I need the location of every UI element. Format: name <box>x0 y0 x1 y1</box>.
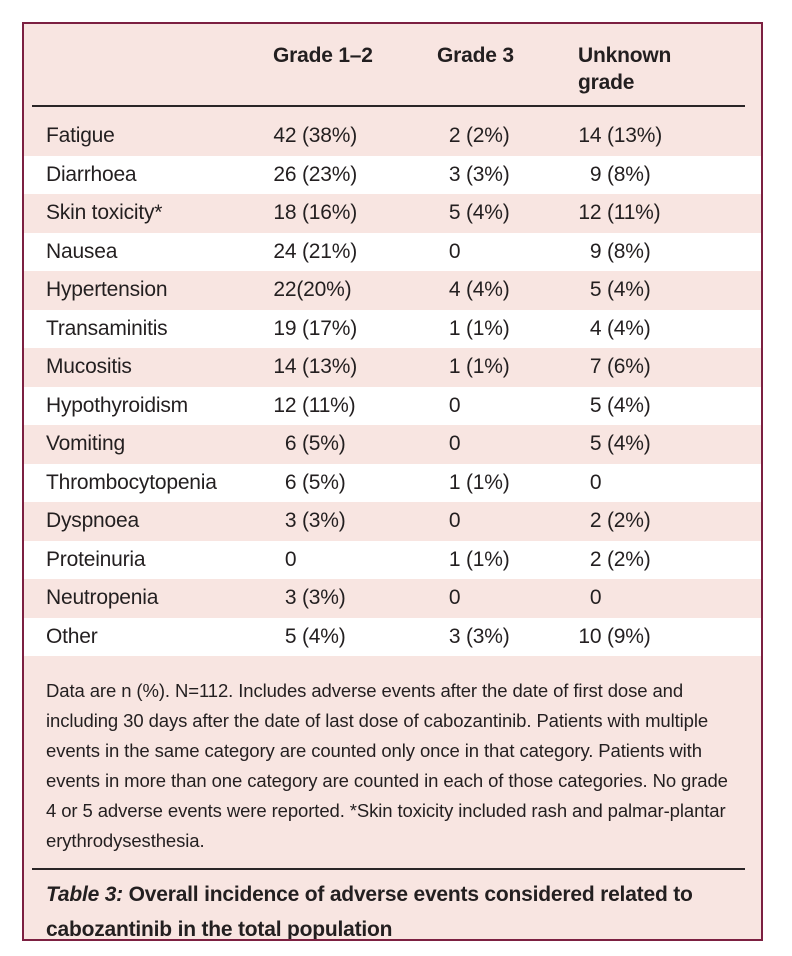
table-header-row: Grade 1–2 Grade 3 Unknown grade <box>24 24 761 96</box>
grade-1-2-value: 42 (38%) <box>273 124 357 148</box>
adverse-event-name: Fatigue <box>46 124 115 148</box>
grade-1-2-value: 5 (4%) <box>284 624 346 648</box>
grade-3-value: 1 (1%) <box>448 470 510 494</box>
table-row-transaminitis: Transaminitis 19 (17%) 1 (1%) 4 (4%) <box>24 309 761 348</box>
grade-3-value: 3 (3%) <box>448 162 510 186</box>
grade-1-2-value: 24 (21%) <box>273 239 357 263</box>
grade-3-value: 1 (1%) <box>448 355 510 379</box>
table-caption-text: Overall incidence of adverse events cons… <box>46 883 693 941</box>
grade-3-value: 1 (1%) <box>448 547 510 571</box>
column-header-unknown-grade: Unknown grade <box>578 44 672 94</box>
caption-divider-line <box>32 868 745 870</box>
adverse-event-name: Thrombocytopenia <box>46 470 217 494</box>
adverse-event-name: Transaminitis <box>46 316 168 340</box>
grade-3-value: 0 <box>448 509 461 533</box>
grade-3-value: 5 (4%) <box>448 201 510 225</box>
table-row-hypothyroidism: Hypothyroidism 12 (11%) 0 5 (4%) <box>24 386 761 425</box>
unknown-grade-value: 10 (9%) <box>578 624 651 648</box>
unknown-grade-value: 4 (4%) <box>589 316 651 340</box>
unknown-grade-value: 5 (4%) <box>589 393 651 417</box>
unknown-grade-value: 2 (2%) <box>589 547 651 571</box>
table-row-other: Other 5 (4%) 3 (3%) 10 (9%) <box>24 617 761 656</box>
unknown-grade-value: 14 (13%) <box>578 124 662 148</box>
unknown-grade-value: 9 (8%) <box>589 239 651 263</box>
adverse-event-name: Dyspnoea <box>46 509 139 533</box>
grade-3-value: 0 <box>448 393 461 417</box>
unknown-grade-value: 7 (6%) <box>589 355 651 379</box>
adverse-event-name: Diarrhoea <box>46 162 137 186</box>
grade-1-2-value: 12 (11%) <box>273 393 356 417</box>
grade-3-value: 0 <box>448 239 461 263</box>
unknown-grade-value: 12 (11%) <box>578 201 661 225</box>
adverse-event-name: Other <box>46 624 98 648</box>
unknown-grade-value: 0 <box>589 470 602 494</box>
unknown-grade-value: 5 (4%) <box>589 278 651 302</box>
table-row-neutropenia: Neutropenia 3 (3%) 0 0 <box>24 579 761 618</box>
table-caption: Table 3: Overall incidence of adverse ev… <box>46 877 735 941</box>
table-row-proteinuria: Proteinuria 0 1 (1%) 2 (2%) <box>24 540 761 579</box>
grade-3-value: 4 (4%) <box>448 278 510 302</box>
grade-1-2-value: 3 (3%) <box>284 586 346 610</box>
table-caption-number: Table 3: <box>46 883 123 906</box>
grade-3-value: 2 (2%) <box>448 124 510 148</box>
grade-1-2-value: 6 (5%) <box>284 470 346 494</box>
grade-3-value: 1 (1%) <box>448 316 510 340</box>
grade-1-2-value: 26 (23%) <box>273 162 357 186</box>
grade-1-2-value: 14 (13%) <box>273 355 357 379</box>
grade-1-2-value: 18 (16%) <box>273 201 357 225</box>
table-row-dyspnoea: Dyspnoea 3 (3%) 0 2 (2%) <box>24 502 761 541</box>
table-row-thrombocytopenia: Thrombocytopenia 6 (5%) 1 (1%) 0 <box>24 463 761 502</box>
grade-1-2-value: 3 (3%) <box>284 509 346 533</box>
adverse-event-name: Vomiting <box>46 432 125 456</box>
adverse-event-name: Mucositis <box>46 355 132 379</box>
column-header-grade-3: Grade 3 <box>437 44 514 67</box>
adverse-event-name: Neutropenia <box>46 586 159 610</box>
unknown-grade-value: 9 (8%) <box>589 162 651 186</box>
adverse-event-name: Hypothyroidism <box>46 393 188 417</box>
table-footnote: Data are n (%). N=112. Includes adverse … <box>46 680 728 851</box>
adverse-events-table-card: Grade 1–2 Grade 3 Unknown grade Fatigue … <box>22 22 763 941</box>
table-row-nausea: Nausea 24 (21%) 0 9 (8%) <box>24 232 761 271</box>
table-row-diarrhoea: Diarrhoea 26 (23%) 3 (3%) 9 (8%) <box>24 155 761 194</box>
grade-1-2-value: 0 <box>284 547 297 571</box>
adverse-event-name: Proteinuria <box>46 547 146 571</box>
table-body: Fatigue 42 (38%) 2 (2%) 14 (13%) Diarrho… <box>24 107 761 656</box>
header-divider-line <box>32 105 745 107</box>
table-row-hypertension: Hypertension 22(20%) 4 (4%) 5 (4%) <box>24 271 761 310</box>
unknown-grade-value: 2 (2%) <box>589 509 651 533</box>
grade-1-2-value: 6 (5%) <box>284 432 346 456</box>
table-row-vomiting: Vomiting 6 (5%) 0 5 (4%) <box>24 425 761 464</box>
table-row-skin-toxicity: Skin toxicity* 18 (16%) 5 (4%) 12 (11%) <box>24 194 761 233</box>
column-header-grade-1-2: Grade 1–2 <box>273 44 373 67</box>
adverse-event-name: Nausea <box>46 239 118 263</box>
grade-3-value: 0 <box>448 432 461 456</box>
unknown-grade-value: 0 <box>589 586 602 610</box>
unknown-grade-value: 5 (4%) <box>589 432 651 456</box>
table-row-fatigue: Fatigue 42 (38%) 2 (2%) 14 (13%) <box>24 117 761 156</box>
table-row-mucositis: Mucositis 14 (13%) 1 (1%) 7 (6%) <box>24 348 761 387</box>
grade-1-2-value: 22(20%) <box>273 278 352 302</box>
grade-3-value: 0 <box>448 586 461 610</box>
grade-1-2-value: 19 (17%) <box>273 316 357 340</box>
grade-3-value: 3 (3%) <box>448 624 510 648</box>
adverse-event-name: Skin toxicity* <box>46 201 163 225</box>
adverse-event-name: Hypertension <box>46 278 168 302</box>
